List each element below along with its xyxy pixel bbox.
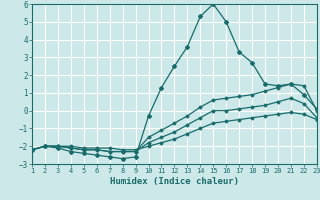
X-axis label: Humidex (Indice chaleur): Humidex (Indice chaleur) (110, 177, 239, 186)
